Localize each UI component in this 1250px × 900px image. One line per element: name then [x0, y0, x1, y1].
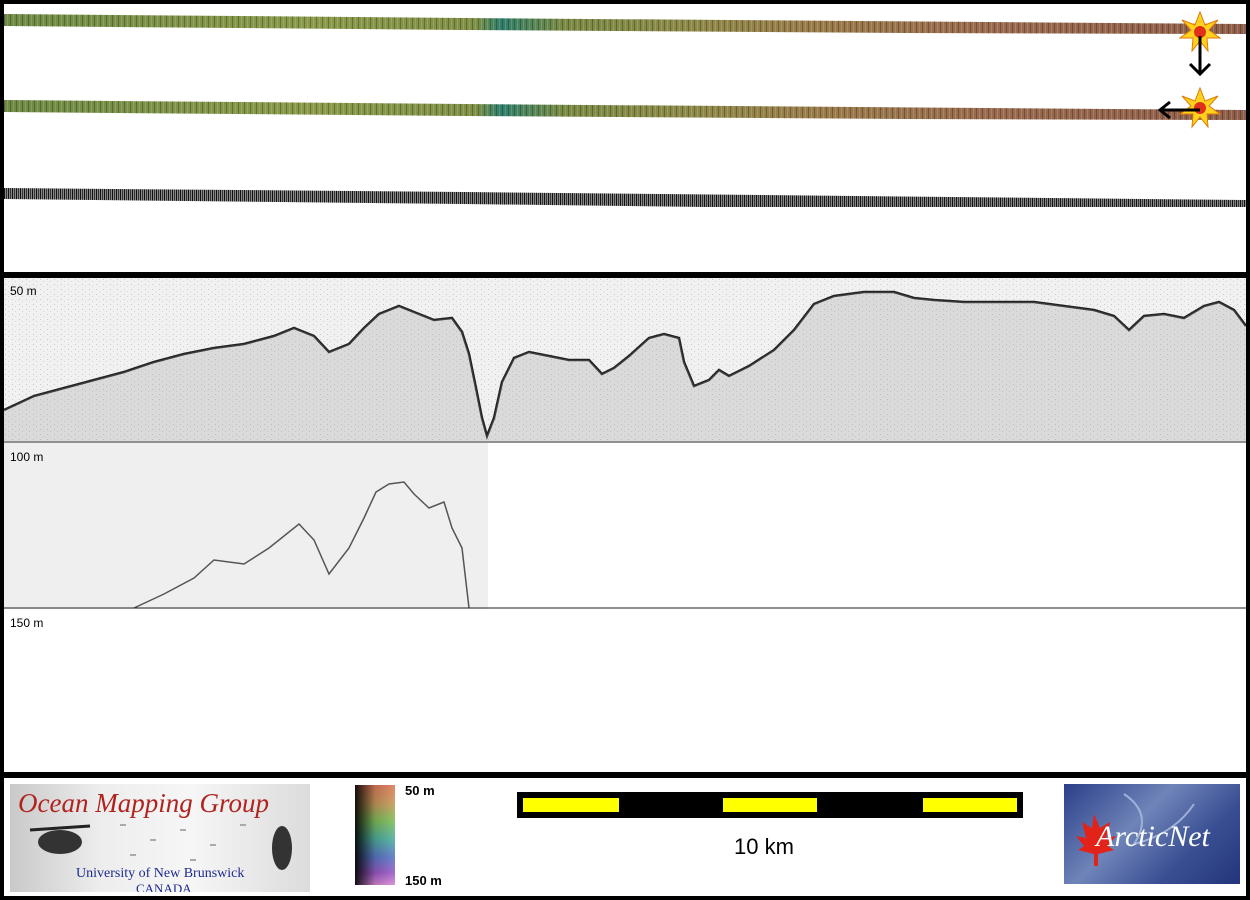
- scale-segment: [723, 798, 817, 812]
- omg-logo-university: University of New Brunswick: [76, 866, 245, 881]
- arcticnet-logo: ArcticNet: [1064, 784, 1240, 884]
- swath-strips: [4, 10, 1246, 207]
- swath-map-panel: [4, 4, 1246, 272]
- depth-colorbar: [355, 785, 395, 885]
- arrow-left-icon: [1157, 100, 1200, 120]
- profile-plot: [4, 278, 1246, 609]
- colorbar-bottom-label: 150 m: [405, 873, 442, 888]
- maple-leaf-icon: [1076, 793, 1195, 866]
- water-column-lower: [4, 443, 488, 609]
- legend-footer: Ocean Mapping Group University of New Br…: [4, 778, 1246, 896]
- depth-label-100: 100 m: [10, 450, 44, 464]
- depth-label-50: 50 m: [10, 284, 37, 298]
- ocean-mapping-group-logo: Ocean Mapping Group University of New Br…: [10, 784, 310, 892]
- arrow-down-icon: [1188, 36, 1212, 77]
- backscatter-strip: [4, 188, 1246, 207]
- arcticnet-logo-text: ArcticNet: [1096, 820, 1210, 853]
- scale-segment: [523, 798, 619, 812]
- scale-bar-label: 10 km: [734, 834, 794, 859]
- scale-segment: [923, 798, 1017, 812]
- seafloor-profile-line: [4, 290, 1246, 440]
- omg-logo-country: CANADA: [136, 881, 192, 892]
- subsurface-reflector-line: [133, 481, 470, 609]
- seismic-profile-panel: 50 m 100 m 150 m: [4, 278, 1246, 772]
- submarine-graphic: [29, 824, 292, 870]
- scale-bar: [517, 792, 1023, 818]
- depth-label-150: 150 m: [10, 616, 44, 630]
- colorbar-top-label: 50 m: [405, 783, 435, 798]
- omg-logo-title: Ocean Mapping Group: [18, 788, 269, 818]
- sun-marker-icon: [1178, 86, 1222, 129]
